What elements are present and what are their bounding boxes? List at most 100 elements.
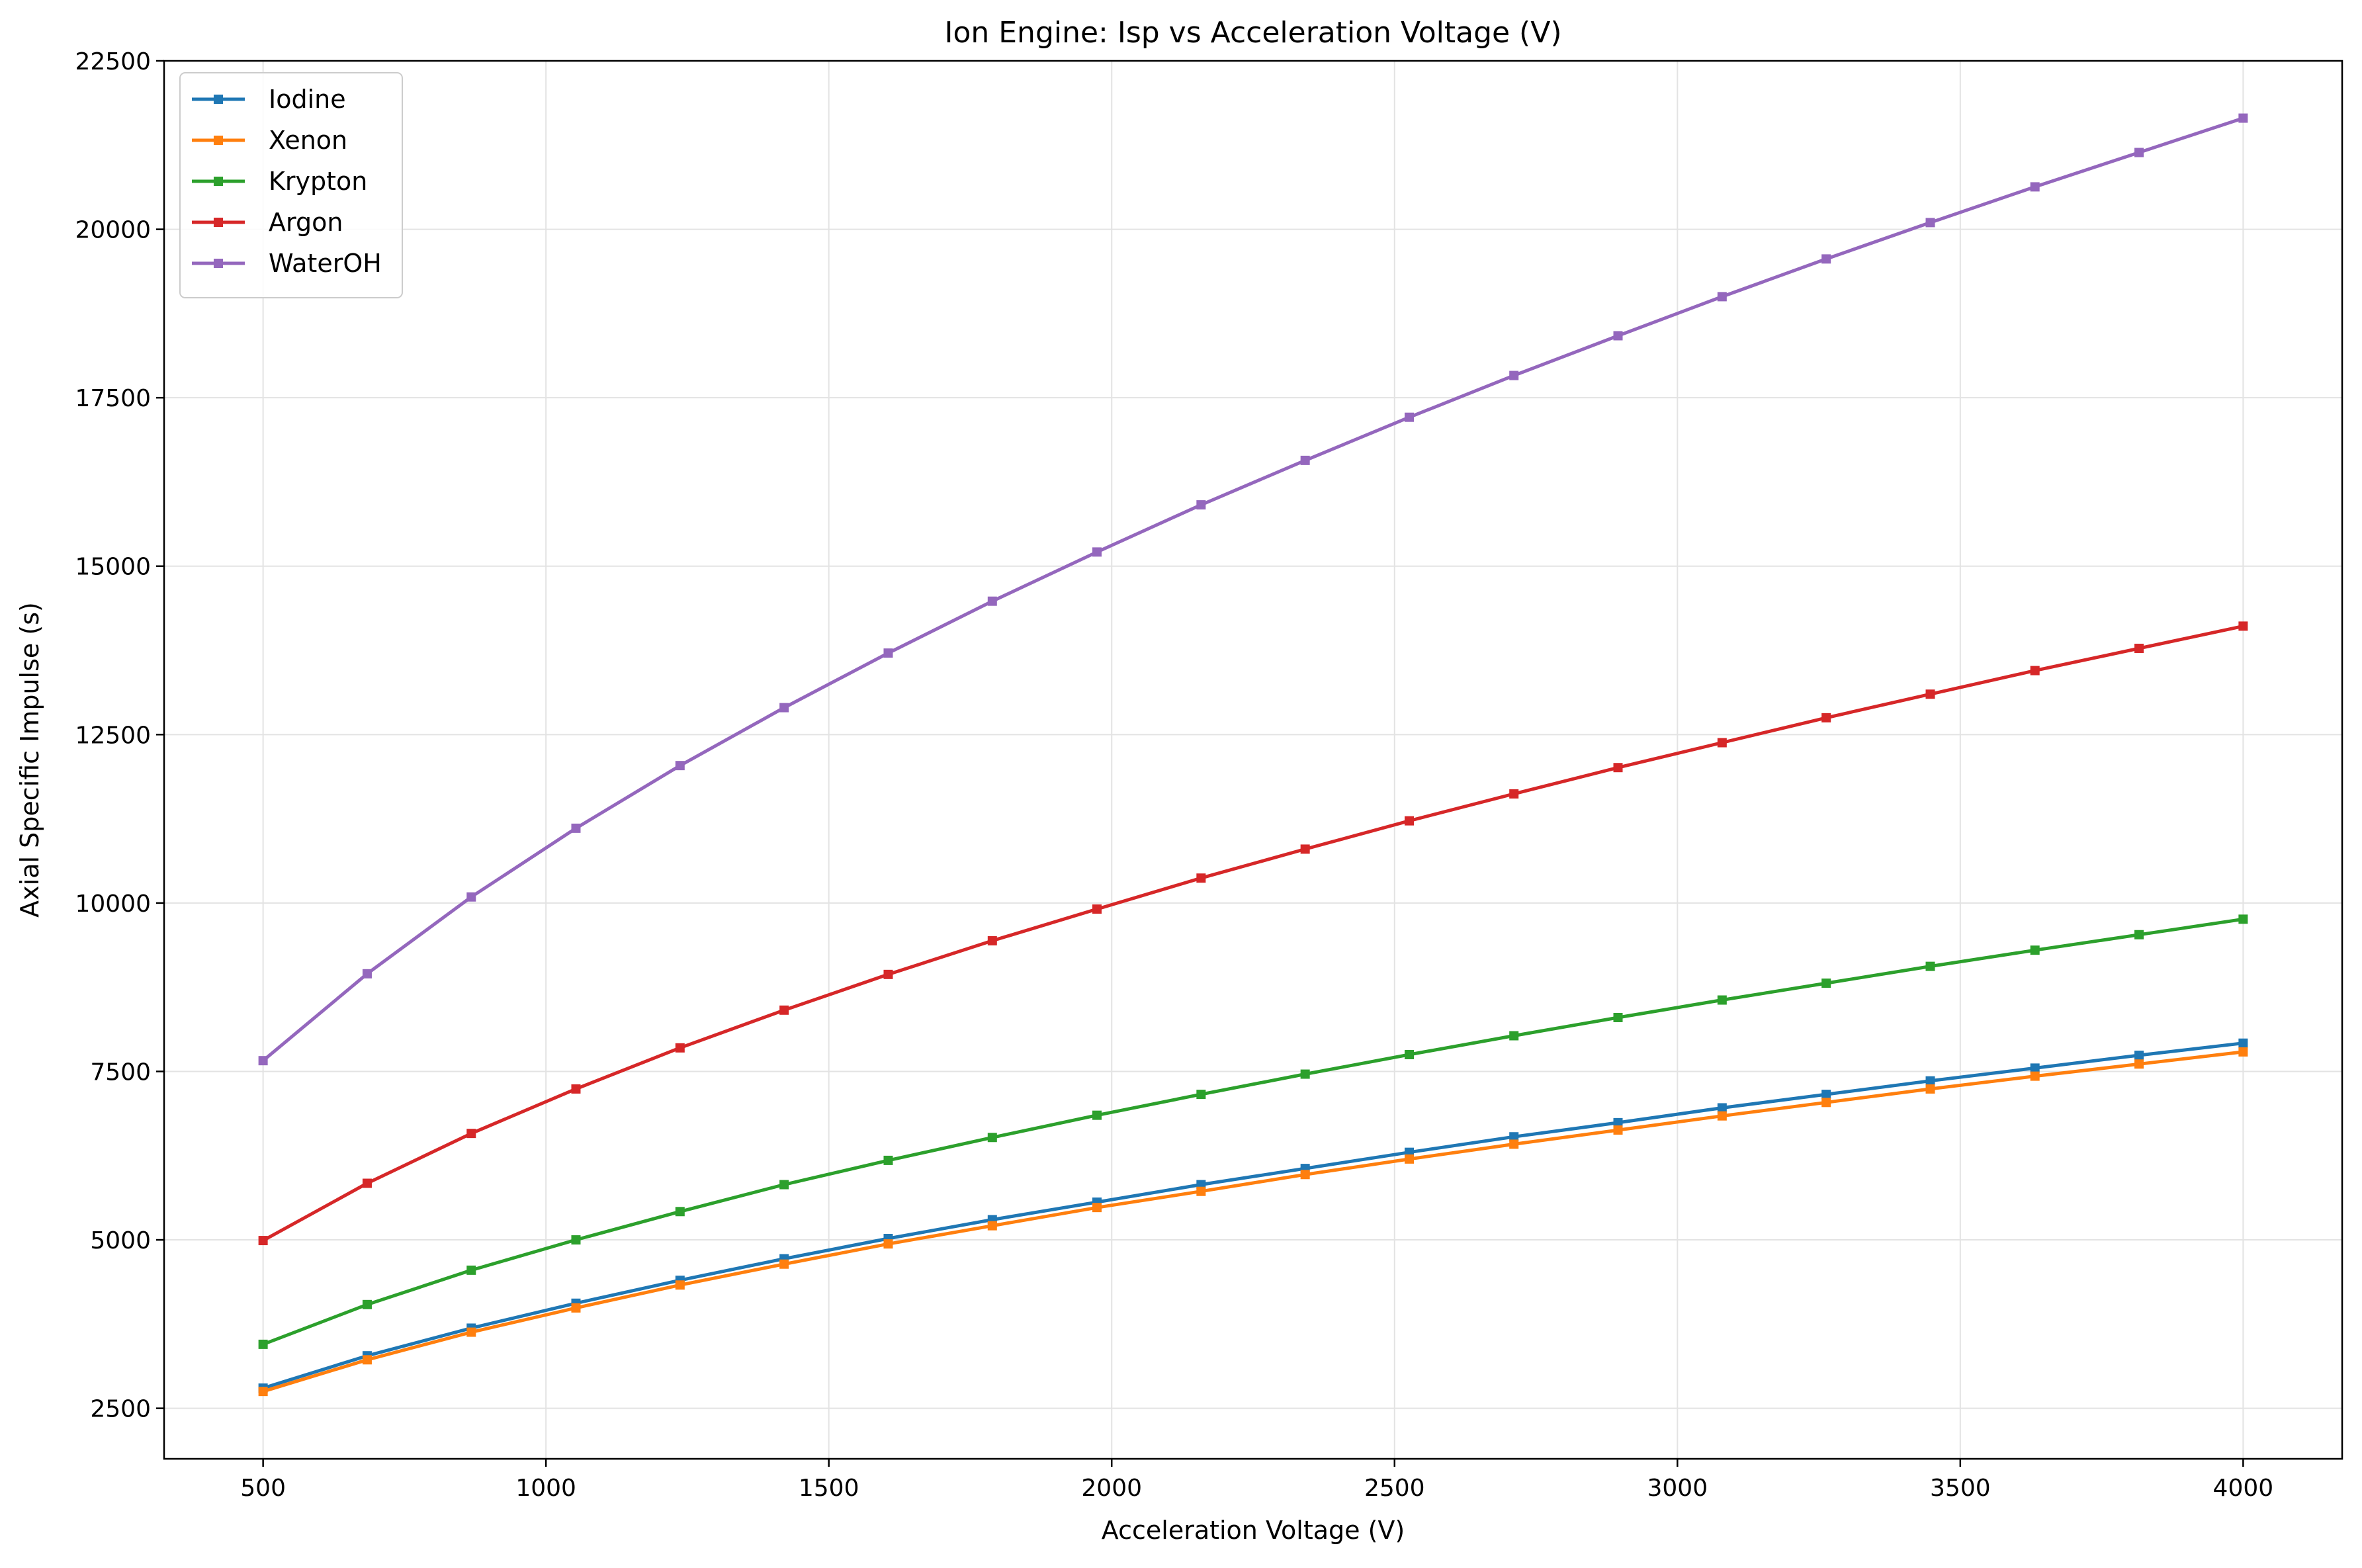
data-point-argon bbox=[1404, 816, 1414, 826]
data-point-iodine bbox=[1925, 1076, 1935, 1086]
legend-marker bbox=[214, 218, 223, 227]
legend-box bbox=[179, 72, 403, 298]
data-point-xenon bbox=[362, 1355, 372, 1365]
data-point-wateroh bbox=[1821, 254, 1831, 264]
data-point-iodine bbox=[1821, 1090, 1831, 1100]
data-point-argon bbox=[987, 936, 997, 945]
series-wateroh bbox=[258, 113, 2248, 1066]
legend-label: WaterOH bbox=[269, 249, 382, 278]
series-line-xenon bbox=[262, 1050, 2244, 1393]
data-point-argon bbox=[1613, 763, 1623, 773]
y-tick-label: 2500 bbox=[90, 1396, 151, 1423]
data-point-argon bbox=[779, 1005, 789, 1015]
legend-label: Krypton bbox=[269, 167, 367, 196]
data-point-argon bbox=[1300, 844, 1310, 854]
y-tick-label: 5000 bbox=[90, 1227, 151, 1254]
x-tick-label: 4000 bbox=[2213, 1475, 2274, 1502]
x-tick-label: 500 bbox=[240, 1475, 286, 1502]
data-point-xenon bbox=[987, 1221, 997, 1231]
data-point-krypton bbox=[675, 1207, 685, 1217]
data-point-wateroh bbox=[2134, 148, 2144, 157]
data-point-argon bbox=[1717, 738, 1727, 748]
data-point-krypton bbox=[466, 1265, 476, 1275]
data-point-argon bbox=[2238, 621, 2248, 631]
series-xenon bbox=[258, 1047, 2248, 1397]
data-point-wateroh bbox=[987, 596, 997, 606]
y-tick-label: 20000 bbox=[75, 217, 151, 244]
x-tick-label: 3000 bbox=[1647, 1475, 1708, 1502]
data-point-krypton bbox=[987, 1133, 997, 1143]
data-point-wateroh bbox=[1092, 547, 1102, 557]
x-tick-label: 2000 bbox=[1081, 1475, 1142, 1502]
y-tick-label: 12500 bbox=[75, 722, 151, 749]
data-point-wateroh bbox=[571, 823, 581, 833]
data-point-xenon bbox=[1821, 1098, 1831, 1108]
data-point-argon bbox=[571, 1084, 581, 1094]
data-point-xenon bbox=[1092, 1203, 1102, 1213]
legend-marker bbox=[214, 177, 223, 186]
data-point-iodine bbox=[1717, 1103, 1727, 1113]
series-line-argon bbox=[262, 624, 2244, 1242]
x-tick-label: 1500 bbox=[799, 1475, 859, 1502]
series-argon bbox=[258, 621, 2248, 1246]
data-point-argon bbox=[1196, 873, 1206, 883]
data-point-krypton bbox=[2238, 914, 2248, 924]
series-line-krypton bbox=[262, 917, 2244, 1346]
y-tick-label: 17500 bbox=[75, 385, 151, 412]
data-point-wateroh bbox=[675, 761, 685, 771]
data-point-krypton bbox=[1717, 995, 1727, 1005]
legend-marker bbox=[214, 95, 223, 104]
data-point-argon bbox=[1821, 713, 1831, 722]
data-point-krypton bbox=[1925, 961, 1935, 971]
data-point-xenon bbox=[2030, 1071, 2040, 1081]
data-point-xenon bbox=[1196, 1186, 1206, 1196]
data-point-xenon bbox=[1300, 1170, 1310, 1180]
legend-label: Xenon bbox=[269, 126, 347, 155]
data-point-krypton bbox=[779, 1180, 789, 1190]
legend-label: Argon bbox=[269, 208, 343, 237]
legend-item-krypton: Krypton bbox=[192, 167, 367, 196]
data-point-krypton bbox=[1404, 1050, 1414, 1060]
legend-label: Iodine bbox=[269, 85, 346, 114]
data-point-krypton bbox=[1092, 1110, 1102, 1120]
data-point-krypton bbox=[1196, 1090, 1206, 1100]
grid bbox=[164, 60, 2342, 1459]
data-point-wateroh bbox=[1509, 370, 1519, 380]
data-point-krypton bbox=[2030, 945, 2040, 955]
legend: Iodine Xenon Krypton Argon WaterOH bbox=[179, 72, 403, 298]
data-point-wateroh bbox=[258, 1056, 268, 1066]
axes: 500 1000 1500 2000 2500 3000 3500 4000 2500 5000 7… bbox=[75, 48, 2273, 1502]
x-tick-label: 2500 bbox=[1364, 1475, 1425, 1502]
data-point-xenon bbox=[2134, 1059, 2144, 1069]
x-tick-label: 1000 bbox=[515, 1475, 576, 1502]
data-point-iodine bbox=[1509, 1132, 1519, 1142]
data-point-iodine bbox=[2030, 1063, 2040, 1073]
plot-frame bbox=[163, 60, 2343, 1460]
legend-item-iodine: Iodine bbox=[192, 85, 346, 114]
data-point-argon bbox=[2030, 666, 2040, 675]
data-point-argon bbox=[1925, 689, 1935, 699]
data-point-krypton bbox=[2134, 930, 2144, 939]
data-point-xenon bbox=[571, 1303, 581, 1313]
legend-item-xenon: Xenon bbox=[192, 126, 347, 155]
data-point-xenon bbox=[2238, 1047, 2248, 1057]
data-point-argon bbox=[1092, 904, 1102, 914]
y-axis-label: Axial Specific Impulse (s) bbox=[15, 602, 44, 918]
data-point-krypton bbox=[883, 1155, 893, 1165]
legend-item-wateroh: WaterOH bbox=[192, 249, 382, 278]
y-tick-label: 7500 bbox=[90, 1059, 151, 1086]
data-point-krypton bbox=[362, 1299, 372, 1309]
x-axis-label: Acceleration Voltage (V) bbox=[1102, 1516, 1405, 1545]
data-point-xenon bbox=[675, 1280, 685, 1290]
data-point-xenon bbox=[1509, 1139, 1519, 1149]
data-point-wateroh bbox=[1613, 331, 1623, 341]
x-tick-label: 3500 bbox=[1930, 1475, 1991, 1502]
data-point-krypton bbox=[1821, 979, 1831, 988]
data-point-xenon bbox=[883, 1239, 893, 1249]
data-point-iodine bbox=[2134, 1051, 2144, 1061]
series-line-iodine bbox=[262, 1041, 2244, 1390]
data-point-xenon bbox=[466, 1327, 476, 1337]
data-point-wateroh bbox=[1196, 500, 1206, 510]
data-point-krypton bbox=[1300, 1069, 1310, 1079]
